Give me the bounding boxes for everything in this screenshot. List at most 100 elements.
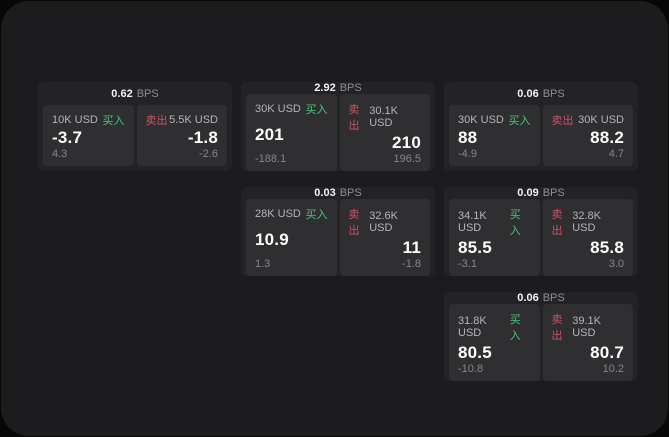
buy-side-label: 买入 bbox=[509, 209, 521, 237]
buy-side-label: 买入 bbox=[305, 104, 328, 116]
bps-value: 2.92 bbox=[314, 82, 336, 94]
sell-side-label: 卖出 bbox=[348, 209, 360, 237]
buy-side-label: 买入 bbox=[509, 314, 521, 342]
sell-price: 210 bbox=[392, 133, 421, 152]
bps-unit-label: BPS bbox=[542, 292, 565, 304]
quote-card: 0.06 BPS 31.8K USD 买入 80.5 -10.8 卖出 39.1… bbox=[444, 292, 638, 381]
bps-unit-label: BPS bbox=[136, 87, 159, 100]
sell-price: 88.2 bbox=[590, 128, 624, 147]
buy-delta: -188.1 bbox=[255, 153, 287, 165]
quote-grid: 0.62 BPS 10K USD 买入 -3.7 4.3 卖出 5.5K USD bbox=[38, 82, 638, 381]
buy-panel-top: 28K USD 买入 bbox=[255, 206, 328, 222]
buy-panel-top: 10K USD 买入 bbox=[52, 112, 125, 128]
buy-panel[interactable]: 10K USD 买入 -3.7 4.3 bbox=[43, 105, 134, 166]
sell-panel[interactable]: 卖出 39.1K USD 80.7 10.2 bbox=[542, 304, 633, 381]
buy-delta: 4.3 bbox=[52, 148, 68, 160]
sell-delta: -2.6 bbox=[199, 148, 218, 160]
sell-panel[interactable]: 卖出 30K USD 88.2 4.7 bbox=[542, 105, 633, 166]
sell-price: 85.8 bbox=[590, 238, 624, 257]
sell-side-label: 卖出 bbox=[348, 104, 360, 132]
sell-delta: 3.0 bbox=[608, 258, 624, 270]
card-header: 0.09 BPS bbox=[444, 187, 638, 199]
sell-delta: 4.7 bbox=[608, 148, 624, 160]
card-body: 10K USD 买入 -3.7 4.3 卖出 5.5K USD -1.8 -2.… bbox=[43, 105, 227, 166]
buy-price: 201 bbox=[255, 125, 284, 144]
sell-price: 80.7 bbox=[590, 343, 624, 362]
quote-card: 0.06 BPS 30K USD 买入 88 -4.9 卖出 30K USD bbox=[444, 82, 638, 171]
buy-amount: 31.8K USD bbox=[458, 315, 487, 339]
card-header: 2.92 BPS bbox=[241, 82, 435, 94]
buy-panel[interactable]: 30K USD 买入 88 -4.9 bbox=[449, 105, 540, 166]
card-body: 34.1K USD 买入 85.5 -3.1 卖出 32.8K USD 85.8… bbox=[449, 199, 633, 276]
sell-panel-top: 卖出 30.1K USD bbox=[349, 101, 422, 133]
bps-value: 0.09 bbox=[517, 187, 539, 199]
sell-panel[interactable]: 卖出 5.5K USD -1.8 -2.6 bbox=[136, 105, 227, 166]
sell-panel[interactable]: 卖出 30.1K USD 210 196.5 bbox=[339, 94, 430, 171]
buy-amount: 10K USD bbox=[52, 114, 98, 126]
buy-delta: -10.8 bbox=[458, 363, 484, 375]
quote-card: 2.92 BPS 30K USD 买入 201 -188.1 卖出 30.1K … bbox=[241, 82, 435, 171]
sell-side-label: 卖出 bbox=[145, 115, 168, 127]
card-body: 30K USD 买入 88 -4.9 卖出 30K USD 88.2 4.7 bbox=[449, 105, 633, 166]
card-body: 30K USD 买入 201 -188.1 卖出 30.1K USD 210 1… bbox=[246, 94, 430, 171]
sell-panel-top: 卖出 5.5K USD bbox=[146, 112, 219, 128]
buy-panel[interactable]: 34.1K USD 买入 85.5 -3.1 bbox=[449, 199, 540, 276]
quote-card: 0.09 BPS 34.1K USD 买入 85.5 -3.1 卖出 32.8K… bbox=[444, 187, 638, 276]
quote-card: 0.03 BPS 28K USD 买入 10.9 1.3 卖出 32.6K US… bbox=[241, 187, 435, 276]
buy-price: 88 bbox=[458, 128, 478, 147]
buy-amount: 30K USD bbox=[255, 103, 301, 115]
card-header: 0.62 BPS bbox=[38, 82, 232, 105]
sell-price: -1.8 bbox=[187, 128, 218, 147]
sell-amount: 32.6K USD bbox=[369, 210, 398, 234]
buy-side-label: 买入 bbox=[102, 115, 125, 127]
buy-delta: 1.3 bbox=[255, 258, 271, 270]
buy-price: 85.5 bbox=[458, 238, 492, 257]
quote-card: 0.62 BPS 10K USD 买入 -3.7 4.3 卖出 5.5K USD bbox=[38, 82, 232, 171]
card-header: 0.03 BPS bbox=[241, 187, 435, 199]
sell-delta: 196.5 bbox=[393, 153, 421, 165]
bps-unit-label: BPS bbox=[339, 82, 362, 94]
sell-amount: 30K USD bbox=[578, 114, 624, 126]
sell-delta: -1.8 bbox=[402, 258, 421, 270]
sell-side-label: 卖出 bbox=[551, 314, 563, 342]
sell-amount: 39.1K USD bbox=[572, 315, 601, 339]
sell-panel-top: 卖出 32.8K USD bbox=[552, 206, 625, 238]
buy-panel[interactable]: 31.8K USD 买入 80.5 -10.8 bbox=[449, 304, 540, 381]
sell-price: 11 bbox=[402, 238, 421, 257]
bps-value: 0.03 bbox=[314, 187, 336, 199]
sell-amount: 5.5K USD bbox=[169, 114, 218, 126]
buy-side-label: 买入 bbox=[508, 115, 531, 127]
buy-panel-top: 30K USD 买入 bbox=[255, 101, 328, 117]
sell-amount: 32.8K USD bbox=[572, 210, 601, 234]
sell-panel-top: 卖出 39.1K USD bbox=[552, 311, 625, 343]
buy-panel-top: 30K USD 买入 bbox=[458, 112, 531, 128]
bps-value: 0.62 bbox=[111, 87, 133, 100]
sell-side-label: 卖出 bbox=[551, 115, 574, 127]
sell-panel-top: 卖出 32.6K USD bbox=[349, 206, 422, 238]
buy-panel-top: 31.8K USD 买入 bbox=[458, 311, 531, 343]
buy-panel[interactable]: 28K USD 买入 10.9 1.3 bbox=[246, 199, 337, 276]
bps-value: 0.06 bbox=[517, 292, 539, 304]
buy-price: 10.9 bbox=[255, 230, 289, 249]
bps-value: 0.06 bbox=[517, 87, 539, 100]
card-header: 0.06 BPS bbox=[444, 292, 638, 304]
sell-panel[interactable]: 卖出 32.8K USD 85.8 3.0 bbox=[542, 199, 633, 276]
buy-price: 80.5 bbox=[458, 343, 492, 362]
sell-panel-top: 卖出 30K USD bbox=[552, 112, 625, 128]
sell-amount: 30.1K USD bbox=[369, 105, 398, 129]
sell-side-label: 卖出 bbox=[551, 209, 563, 237]
buy-side-label: 买入 bbox=[305, 209, 328, 221]
buy-amount: 34.1K USD bbox=[458, 210, 487, 234]
buy-delta: -4.9 bbox=[458, 148, 477, 160]
bps-unit-label: BPS bbox=[339, 187, 362, 199]
sell-delta: 10.2 bbox=[602, 363, 624, 375]
bps-unit-label: BPS bbox=[542, 187, 565, 199]
buy-amount: 30K USD bbox=[458, 114, 504, 126]
sell-panel[interactable]: 卖出 32.6K USD 11 -1.8 bbox=[339, 199, 430, 276]
buy-panel[interactable]: 30K USD 买入 201 -188.1 bbox=[246, 94, 337, 171]
buy-amount: 28K USD bbox=[255, 208, 301, 220]
buy-price: -3.7 bbox=[52, 128, 83, 147]
buy-panel-top: 34.1K USD 买入 bbox=[458, 206, 531, 238]
card-header: 0.06 BPS bbox=[444, 82, 638, 105]
